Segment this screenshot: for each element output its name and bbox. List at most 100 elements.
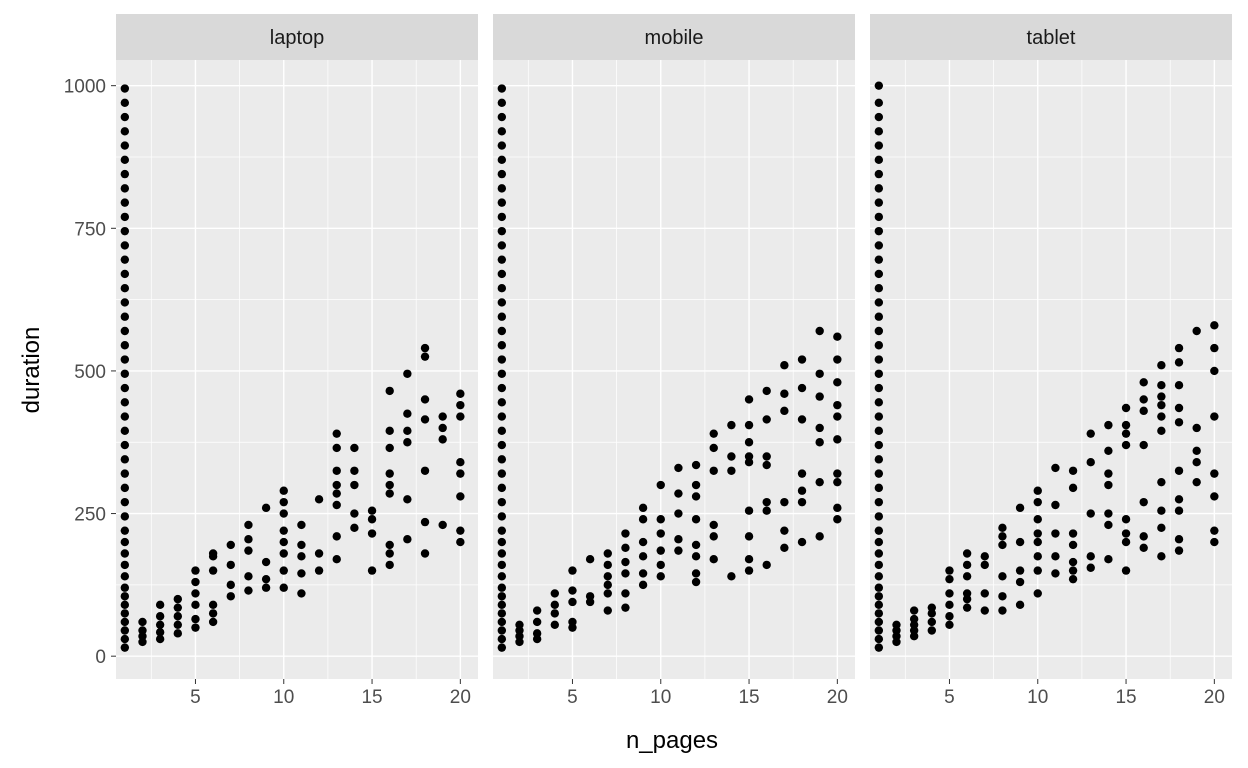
data-point [1051,500,1060,510]
x-tick-label: 15 [361,687,382,708]
data-point [120,512,130,521]
data-point [1121,566,1131,575]
data-point [744,438,754,447]
x-axis-title: n_pages [626,727,718,754]
data-point [962,549,972,558]
data-point [1157,361,1166,370]
data-point [497,383,507,393]
data-point [815,326,824,336]
data-point [438,435,447,444]
data-point [350,480,359,490]
x-tick-label: 5 [190,687,201,708]
data-point [497,469,507,478]
data-point [744,532,754,541]
data-point [1121,420,1131,430]
data-point [1015,600,1025,610]
data-point [762,560,771,570]
data-point [1086,552,1095,561]
data-point [874,537,884,547]
data-point [656,480,665,490]
data-point [497,269,507,279]
data-point [1157,523,1166,533]
data-point [1139,406,1148,416]
data-point [762,386,771,396]
data-point [120,241,130,250]
data-point [762,452,771,461]
data-point [874,369,884,378]
data-point [927,617,937,627]
data-point [120,341,130,350]
data-point [120,600,130,610]
panels-layer: laptop 5 10 15 20 mobile 5 10 15 20 tablet 5 10 15 20 [116,14,1232,708]
data-point [456,526,465,535]
data-point [874,455,884,464]
data-point [691,577,701,587]
data-point [656,572,665,581]
data-point [1192,477,1201,487]
data-point [568,586,577,595]
data-point [691,460,701,470]
data-point [403,438,412,447]
data-point [962,572,972,581]
data-point [497,560,507,570]
data-point [120,355,130,364]
data-point [120,469,130,478]
data-point [350,509,359,518]
data-point [892,620,901,630]
data-point [297,589,306,598]
data-point [1033,566,1042,575]
data-point [945,600,954,610]
data-point [874,255,884,264]
data-point [797,497,807,507]
data-point [833,332,842,341]
data-point [1121,537,1131,547]
data-point [497,497,507,507]
data-point [603,606,612,615]
data-point [833,355,842,364]
data-point [1051,529,1060,538]
data-point [332,500,341,510]
data-point [1068,540,1078,550]
panel-background [493,60,855,679]
data-point [568,617,577,627]
data-point [674,546,683,555]
data-point [497,298,507,307]
data-point [780,497,789,507]
data-point [980,552,989,561]
data-point [998,532,1007,541]
data-point [497,626,507,635]
data-point [1210,492,1219,501]
data-point [1192,326,1201,336]
data-point [927,603,937,612]
data-point [120,626,130,635]
data-point [1139,395,1148,404]
data-point [691,480,701,490]
y-tick-label: 250 [74,505,106,526]
data-point [874,127,884,136]
data-point [385,386,394,396]
data-point [279,583,288,592]
data-point [1157,400,1166,410]
data-point [874,583,884,592]
data-point [497,255,507,264]
data-point [1068,483,1078,493]
data-point [420,549,430,558]
data-point [780,389,789,398]
data-point [656,529,665,538]
data-point [874,469,884,478]
data-point [191,577,200,587]
data-point [1033,552,1042,561]
data-point [120,312,130,321]
data-point [120,526,130,535]
data-point [833,503,842,513]
data-point [332,480,341,490]
data-point [456,412,465,421]
data-point [497,98,507,107]
data-point [385,480,394,490]
data-point [332,489,341,498]
data-point [727,466,736,475]
data-point [762,415,771,424]
data-point [497,112,507,122]
data-point [173,594,183,604]
data-point [638,503,648,513]
